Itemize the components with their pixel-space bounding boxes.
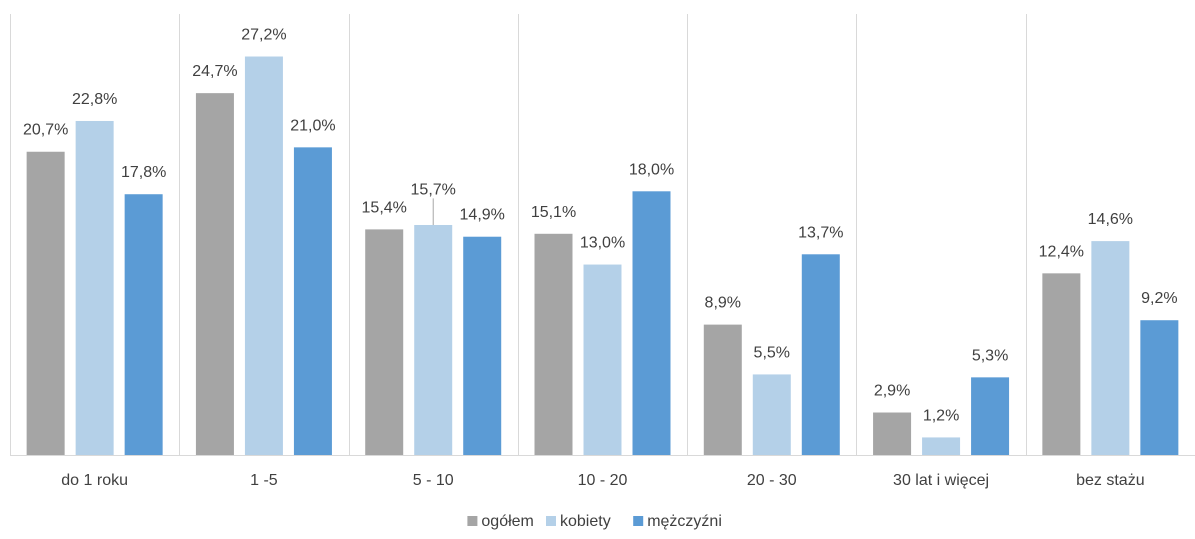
legend: ogółem kobiety mężczyźni xyxy=(467,513,721,530)
data-label: 15,7% xyxy=(411,181,456,198)
legend-swatch-mężczyźni xyxy=(633,516,643,526)
bar-ogółem xyxy=(704,325,742,455)
data-label: 21,0% xyxy=(290,117,335,134)
bar-ogółem xyxy=(365,229,403,455)
bar-kobiety xyxy=(753,374,791,455)
data-label: 20,7% xyxy=(23,122,68,139)
bar-kobiety xyxy=(245,57,283,455)
bar-kobiety xyxy=(584,265,622,455)
x-tick-label: 1 -5 xyxy=(250,472,278,489)
data-label: 13,7% xyxy=(798,224,843,241)
bar-ogółem xyxy=(27,152,65,455)
legend-label: mężczyźni xyxy=(647,513,722,530)
x-tick-label: 20 - 30 xyxy=(747,472,797,489)
bar-ogółem xyxy=(196,93,234,455)
bar-kobiety xyxy=(76,121,114,455)
data-label: 5,5% xyxy=(754,344,790,361)
data-label: 27,2% xyxy=(241,27,286,44)
data-label: 17,8% xyxy=(121,164,166,181)
bar-mężczyźni xyxy=(802,254,840,455)
x-tick-label: 5 - 10 xyxy=(413,472,454,489)
x-tick-label: bez stażu xyxy=(1076,472,1144,489)
data-label: 12,4% xyxy=(1039,243,1084,260)
x-tick-label: 30 lat i więcej xyxy=(893,472,989,489)
data-label: 18,0% xyxy=(629,161,674,178)
data-label: 15,4% xyxy=(362,199,407,216)
bar-mężczyźni xyxy=(633,191,671,455)
legend-label: ogółem xyxy=(481,513,533,530)
legend-label: kobiety xyxy=(560,513,611,530)
data-label: 8,9% xyxy=(705,295,741,312)
data-label: 13,0% xyxy=(580,235,625,252)
data-label: 14,6% xyxy=(1088,211,1133,228)
data-label: 5,3% xyxy=(972,347,1008,364)
bar-mężczyźni xyxy=(971,377,1009,455)
bar-kobiety xyxy=(922,437,960,455)
bar-mężczyźni xyxy=(294,147,332,455)
bars xyxy=(27,57,1179,455)
data-label: 22,8% xyxy=(72,91,117,108)
data-label: 15,1% xyxy=(531,204,576,221)
data-label: 24,7% xyxy=(192,63,237,80)
legend-swatch-ogółem xyxy=(467,516,477,526)
bar-ogółem xyxy=(873,413,911,455)
data-label: 1,2% xyxy=(923,407,959,424)
bar-mężczyźni xyxy=(125,194,163,455)
bar-kobiety xyxy=(1091,241,1129,455)
bar-mężczyźni xyxy=(1140,320,1178,455)
data-label: 2,9% xyxy=(874,383,910,400)
x-tick-label: do 1 roku xyxy=(61,472,128,489)
legend-swatch-kobiety xyxy=(546,516,556,526)
bar-ogółem xyxy=(1042,273,1080,455)
data-label: 14,9% xyxy=(460,207,505,224)
bar-kobiety xyxy=(414,225,452,455)
x-tick-label: 10 - 20 xyxy=(578,472,628,489)
bar-ogółem xyxy=(535,234,573,455)
data-label: 9,2% xyxy=(1141,290,1177,307)
bar-mężczyźni xyxy=(463,237,501,455)
x-axis: do 1 roku 1 -5 5 - 10 10 - 20 20 - 30 30 lat … xyxy=(10,456,1195,490)
